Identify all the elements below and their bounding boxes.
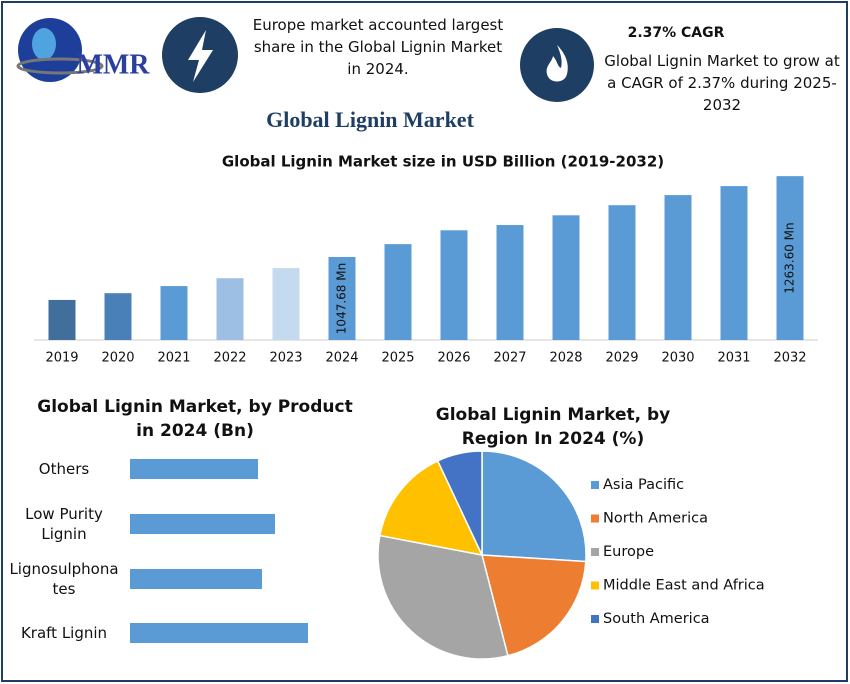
legend-label: Middle East and Africa: [603, 578, 765, 594]
bar: [664, 195, 692, 340]
value-label: 1047.68 Mn: [335, 263, 349, 334]
logo-text: MMR: [76, 49, 150, 80]
value-label: 1263.60 Mn: [783, 222, 797, 293]
x-tick-label: 2024: [325, 351, 358, 366]
bar: [272, 268, 300, 340]
pie-slice: [481, 554, 587, 657]
bar: [776, 176, 804, 340]
pie-slice: [481, 450, 587, 563]
y-tick-label: Lignosulphonates: [9, 560, 119, 598]
bar: [130, 623, 308, 643]
bar: [130, 569, 262, 589]
y-tick-label: Low Purity Lignin: [25, 505, 103, 543]
note: Europe market accounted largest share in…: [252, 16, 504, 78]
bar: [130, 459, 258, 479]
x-tick-label: 2021: [157, 351, 190, 366]
y-tick-label: Kraft Lignin: [20, 624, 108, 642]
y-tick-label: Others: [38, 460, 90, 478]
bar: [608, 205, 636, 340]
legend-swatch: [591, 514, 599, 523]
x-tick-label: 2029: [605, 351, 638, 366]
x-tick-label: 2022: [213, 351, 246, 366]
bar: [216, 278, 244, 340]
hbar-title: Global Lignin Market, by Product in 2024…: [37, 397, 353, 441]
x-tick-label: 2020: [101, 351, 134, 366]
legend-label: North America: [603, 511, 708, 527]
bar: [440, 230, 468, 340]
bar: [384, 244, 412, 340]
x-tick-label: 2019: [45, 351, 78, 366]
x-tick-label: 2025: [381, 351, 414, 366]
bar-chart-title: Global Lignin Market size in USD Billion…: [222, 153, 664, 171]
bar: [328, 256, 356, 340]
x-tick-label: 2027: [493, 351, 526, 366]
x-tick-label: 2028: [549, 351, 582, 366]
x-tick-label: 2026: [437, 351, 470, 366]
legend-label: South America: [603, 611, 710, 627]
bar: [130, 514, 275, 534]
bar: [720, 186, 748, 340]
bar: [552, 215, 580, 340]
bar: [104, 293, 132, 340]
bar: [496, 225, 524, 340]
legend-swatch: [591, 581, 599, 590]
lightning-icon: [162, 17, 238, 93]
legend-label: Europe: [603, 544, 654, 560]
flame-icon: [520, 28, 594, 102]
x-tick-label: 2031: [717, 351, 750, 366]
bar: [48, 299, 76, 340]
x-tick-label: 2032: [773, 351, 806, 366]
legend-swatch: [591, 615, 599, 623]
logo-globe: [16, 18, 104, 82]
pie-slice: [436, 450, 483, 556]
legend-swatch: [591, 481, 599, 489]
x-tick-label: 2023: [269, 351, 302, 366]
cagr-text: Global Lignin Market to grow at a CAGR o…: [604, 52, 840, 114]
bar: [160, 286, 188, 340]
pie-slice: [377, 534, 509, 660]
cagr-title: 2.37% CAGR: [628, 25, 725, 41]
pie-title: Global Lignin Market, by Region In 2024 …: [435, 405, 671, 449]
pie-slice: [378, 459, 484, 557]
x-tick-label: 2030: [661, 351, 694, 366]
legend-label: Asia Pacific: [603, 477, 684, 493]
page-title: Global Lignin Market: [266, 107, 474, 132]
legend-swatch: [591, 548, 599, 556]
